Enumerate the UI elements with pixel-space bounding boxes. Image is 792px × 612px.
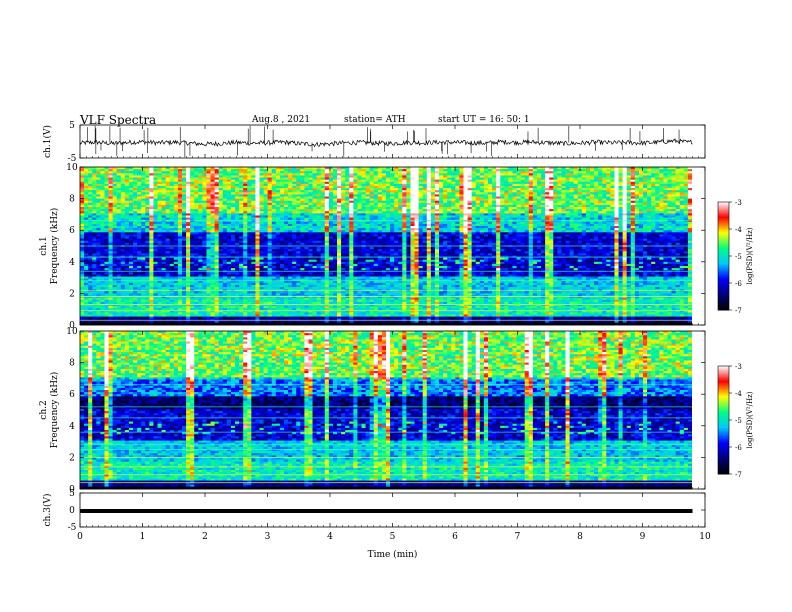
y-tick-label: 6 [69,226,75,236]
y-tick-label: 0 [69,506,75,516]
colorbar-label: log(PSD)(V²/Hz) [746,391,754,448]
x-tick-label: 6 [452,532,458,542]
colorbar-tick-label: -4 [735,226,742,234]
x-tick-label: 7 [515,532,521,542]
ch2-spectrogram-image [80,331,705,490]
ch1-trace [79,138,693,148]
y-tick-label: 10 [66,163,78,173]
colorbar-tick-label: -6 [735,280,742,288]
ch1-ylabel: ch.1(V) [42,125,53,158]
colorbar-tick-label: -4 [735,390,742,398]
ch3-ylabel: ch.3(V) [42,494,53,527]
ch2-spec-ylabel-freq: Frequency (kHz) [49,372,60,449]
x-tick-label: 2 [202,532,208,542]
y-tick-label: 2 [69,289,75,299]
x-tick-label: 10 [699,532,711,542]
x-tick-label: 4 [327,532,333,542]
colorbar-tick-label: -7 [735,307,742,315]
x-axis-label: Time (min) [368,549,418,560]
x-tick-label: 1 [140,532,146,542]
x-tick-label: 5 [390,532,396,542]
y-tick-label: 8 [69,359,75,369]
colorbar-label: log(PSD)(V²/Hz) [746,227,754,284]
x-tick-label: 8 [577,532,583,542]
station-label: station= ATH [344,115,406,125]
y-tick-label: 5 [69,489,75,499]
colorbar-2 [718,366,729,475]
colorbar-tick-label: -5 [735,253,742,261]
figure-title: VLF Spectra [80,113,156,127]
y-tick-label: 4 [69,422,75,432]
y-tick-label: 8 [69,195,75,205]
y-tick-label: 4 [69,258,75,268]
y-tick-label: 2 [69,453,75,463]
ch1-spec-ylabel-channel: ch.1 [39,236,49,255]
x-tick-label: 9 [640,532,646,542]
x-tick-label: 3 [265,532,271,542]
y-tick-label: 5 [69,121,75,131]
start-time-label: start UT = 16: 50: 1 [438,115,530,125]
y-tick-label: 10 [66,327,78,337]
colorbar-tick-label: -7 [735,471,742,479]
x-tick-label: 0 [77,532,83,542]
ch1-spec-ylabel-freq: Frequency (kHz) [49,208,60,285]
colorbar-tick-label: -3 [735,199,742,207]
y-tick-label: -5 [68,523,77,533]
y-tick-label: -5 [68,154,77,164]
date-label: Aug.8 , 2021 [252,115,310,125]
colorbar-tick-label: -5 [735,417,742,425]
ch1-spectrogram-image [80,167,705,326]
y-tick-label: 0 [69,485,75,495]
colorbar-tick-label: -6 [735,444,742,452]
colorbar-tick-label: -3 [735,363,742,371]
y-tick-label: 0 [69,321,75,331]
colorbar-1 [718,202,729,311]
ch2-spec-ylabel-channel: ch.2 [39,400,49,419]
y-tick-label: 6 [69,390,75,400]
